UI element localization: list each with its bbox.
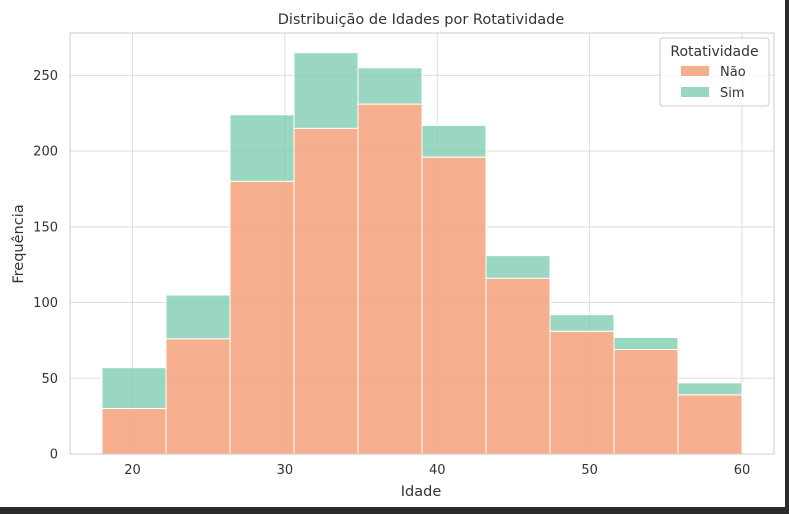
y-tick-labels: 0 50 100 150 200 250 <box>33 69 58 463</box>
bar-sim <box>229 114 295 182</box>
bar-sim <box>357 67 423 105</box>
bar-sim <box>101 367 167 410</box>
legend-title: Rotatividade <box>670 44 758 60</box>
bar-sim <box>677 382 743 396</box>
y-tick-label: 100 <box>33 296 58 311</box>
bar-nao <box>485 277 551 455</box>
y-axis-label: Frequência <box>11 204 27 283</box>
bar-sim <box>485 255 551 279</box>
y-tick-label: 0 <box>50 448 58 463</box>
bar-sim <box>165 294 231 340</box>
x-tick-label: 20 <box>124 463 141 478</box>
x-axis-label: Idade <box>401 484 442 500</box>
bar-nao <box>549 330 615 455</box>
bar-nao <box>293 127 359 455</box>
legend-swatch-nao <box>681 66 709 76</box>
bar-nao <box>677 394 743 455</box>
chart-title: Distribuição de Idades por Rotatividade <box>278 12 565 28</box>
y-tick-label: 50 <box>41 372 58 387</box>
x-tick-labels: 20 30 40 50 60 <box>124 463 750 478</box>
legend-label-sim: Sim <box>720 86 745 101</box>
legend-label-nao: Não <box>720 65 746 80</box>
plot-border <box>69 32 775 455</box>
x-tick-label: 50 <box>581 463 598 478</box>
x-tick-label: 40 <box>429 463 446 478</box>
y-tick-label: 250 <box>33 69 58 84</box>
bar-sim <box>421 124 487 158</box>
histogram-bars <box>101 52 743 455</box>
legend-swatch-sim <box>681 87 709 97</box>
bar-nao <box>229 180 295 455</box>
y-tick-label: 150 <box>33 220 58 235</box>
bar-nao <box>421 156 487 455</box>
bar-nao <box>101 408 167 455</box>
x-tick-label: 60 <box>734 463 751 478</box>
bar-nao <box>613 349 679 455</box>
bar-sim <box>549 314 615 332</box>
x-tick-label: 30 <box>277 463 294 478</box>
bar-sim <box>293 52 359 129</box>
legend: Rotatividade Não Sim <box>659 37 770 107</box>
bar-sim <box>613 336 679 351</box>
bar-nao <box>165 338 231 455</box>
bar-nao <box>357 103 423 455</box>
y-tick-label: 200 <box>33 145 58 160</box>
